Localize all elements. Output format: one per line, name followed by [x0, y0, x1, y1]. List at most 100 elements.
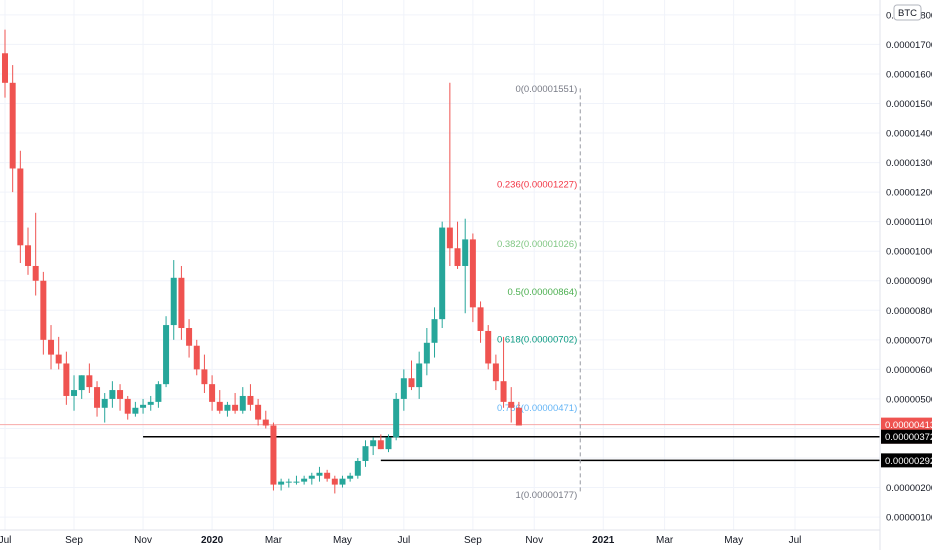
candle: [308, 472, 315, 485]
candle: [492, 354, 499, 391]
candle: [515, 401, 522, 426]
candle: [508, 387, 515, 423]
candle: [32, 212, 39, 296]
price-axis-tick-label: 0.00000700: [886, 335, 932, 346]
candle-body: [147, 401, 154, 405]
candle: [71, 375, 78, 411]
support-price-tag-value: 0.00000372: [885, 432, 932, 443]
candle: [439, 221, 446, 329]
candle-body: [17, 168, 24, 246]
candle: [48, 325, 55, 370]
candle-body: [354, 460, 361, 476]
candle-body: [48, 339, 55, 355]
time-axis-tick-label: 2021: [592, 535, 615, 546]
support-price-tag: 0.00000292: [881, 453, 932, 468]
time-axis-tick-label: Nov: [134, 535, 152, 546]
candle-body: [301, 478, 308, 482]
candle: [446, 82, 453, 266]
candle: [400, 369, 407, 411]
candle: [393, 393, 400, 441]
fib-level-label: 0.236(0.00001227): [497, 180, 577, 191]
candle: [362, 440, 369, 467]
candle-body: [40, 280, 47, 340]
support-price-tag: 0.00000372: [881, 429, 932, 444]
price-axis[interactable]: 0.000001000.000002000.000003000.00000400…: [886, 10, 932, 523]
candle: [147, 395, 154, 411]
candle-body: [331, 478, 338, 485]
candle-body: [408, 378, 415, 388]
fib-level-label: 1(0.00000177): [515, 490, 577, 501]
candle-body: [500, 381, 507, 402]
candle: [324, 469, 331, 482]
fib-level-label: 0(0.00001551): [515, 84, 577, 95]
support-price-tag-box: [881, 453, 932, 468]
time-axis-tick-label: May: [333, 535, 352, 546]
candle-body: [400, 378, 407, 399]
fib-level-label: 0.5(0.00000864): [508, 287, 578, 298]
time-axis-tick-label: Jul: [789, 535, 802, 546]
candle: [216, 390, 223, 414]
candle: [270, 422, 277, 491]
candle-body: [186, 328, 193, 346]
candle: [377, 434, 384, 450]
candle: [255, 398, 262, 426]
candle: [500, 336, 507, 408]
candle: [224, 401, 231, 417]
time-axis-tick-label: Nov: [525, 535, 543, 546]
price-axis-tick-label: 0.00001300: [886, 158, 932, 169]
current-price-tag-value: 0.00000413: [885, 420, 932, 431]
currency-badge: BTC: [893, 4, 922, 21]
candle-body: [370, 440, 377, 447]
candle-body: [86, 375, 93, 388]
candle-body: [515, 407, 522, 426]
candle-body: [377, 440, 384, 450]
candle-body: [124, 398, 131, 414]
candle: [354, 458, 361, 479]
support-price-tag-value: 0.00000292: [885, 456, 932, 467]
candle: [209, 375, 216, 411]
candle-body: [71, 390, 78, 396]
price-axis-tick-label: 0.00000600: [886, 365, 932, 376]
price-axis-tick-label: 0.00001600: [886, 69, 932, 80]
candle-body: [247, 395, 254, 405]
time-axis[interactable]: Jul Sep Nov 2020 Mar May Jul Sep Nov 2021 Mar May Ju…: [0, 535, 801, 546]
candle-body: [178, 277, 185, 329]
candle-body: [201, 369, 208, 385]
candle: [40, 271, 47, 355]
candle-body: [32, 265, 39, 281]
horizontal-lines-layer: [0, 424, 880, 462]
candle-body: [209, 384, 216, 402]
candle: [285, 478, 292, 488]
candle: [485, 325, 492, 370]
candle: [262, 410, 269, 429]
time-axis-tick-label: Sep: [65, 535, 83, 546]
candle-body: [155, 384, 162, 402]
candle: [140, 398, 147, 414]
price-axis-tick-label: 0.00000200: [886, 483, 932, 494]
time-axis-tick-label: May: [724, 535, 743, 546]
candle-body: [2, 53, 8, 83]
candle-body: [262, 419, 269, 426]
candle-body: [416, 363, 423, 388]
candle: [17, 150, 24, 264]
price-axis-tick-label: 0.00001700: [886, 40, 932, 51]
candle-body: [255, 404, 262, 420]
fib-level-label: 0.786(0.00000471): [497, 403, 577, 414]
candle: [201, 354, 208, 394]
fib-level-label: 0.382(0.00001026): [497, 239, 577, 250]
candle-body: [492, 363, 499, 382]
candle: [124, 395, 131, 420]
candle-body: [454, 248, 461, 266]
candle-body: [25, 245, 32, 266]
candle: [239, 387, 246, 414]
candle-body: [117, 390, 124, 399]
currency-badge-label: BTC: [898, 8, 917, 19]
price-axis-tick-label: 0.00001100: [886, 217, 932, 228]
price-axis-tick-label: 0.00001500: [886, 99, 932, 110]
candle: [170, 260, 177, 340]
candle-body: [508, 401, 515, 408]
candle: [347, 472, 354, 482]
